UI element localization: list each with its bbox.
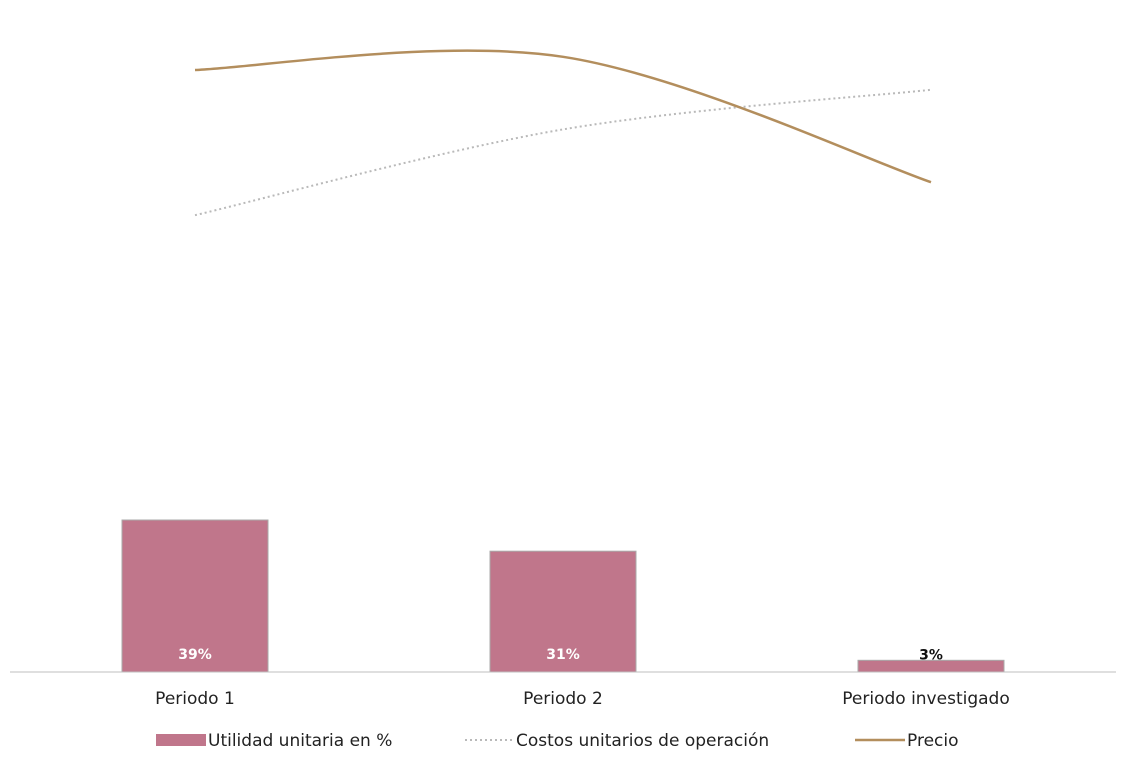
bar <box>489 550 637 673</box>
category-label: Periodo 1 <box>155 689 235 709</box>
category-label: Periodo 2 <box>523 689 603 709</box>
legend: Utilidad unitaria en % Costos unitarios … <box>156 731 959 751</box>
category-label: Periodo investigado <box>842 689 1009 709</box>
legend-label: Utilidad unitaria en % <box>208 731 392 751</box>
bars-layer: 39% 31% 3% <box>121 519 1005 673</box>
precio-line <box>194 49 932 184</box>
bar-data-label: 3% <box>919 647 943 663</box>
lines-layer <box>194 49 932 217</box>
bar <box>121 519 269 673</box>
labels-layer: Periodo 1 Periodo 2 Periodo investigado <box>155 689 1010 709</box>
legend-swatch-bar <box>156 734 206 746</box>
bar-data-label: 31% <box>546 647 580 663</box>
costos-line <box>194 88 932 217</box>
legend-label: Precio <box>907 731 959 751</box>
bar-data-label: 39% <box>178 647 212 663</box>
legend-label: Costos unitarios de operación <box>516 731 769 751</box>
